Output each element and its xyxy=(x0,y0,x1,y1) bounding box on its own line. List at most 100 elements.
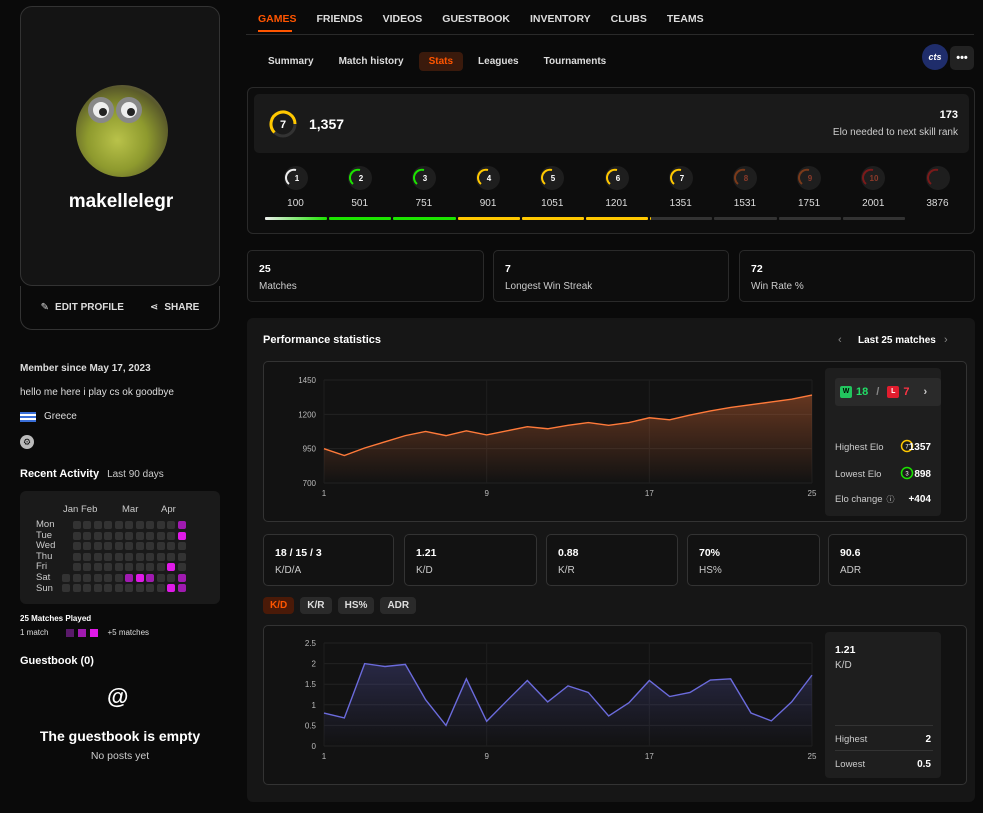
avatar[interactable] xyxy=(76,85,168,177)
data-point[interactable] xyxy=(363,662,367,666)
heatmap-cell[interactable] xyxy=(114,584,123,592)
heatmap-cell[interactable] xyxy=(167,563,175,571)
tab-inventory[interactable]: INVENTORY xyxy=(529,13,591,25)
heatmap-cell[interactable] xyxy=(177,584,186,592)
heatmap-cell[interactable] xyxy=(146,531,154,540)
heatmap-cell[interactable] xyxy=(104,542,112,550)
heatmap-cell[interactable] xyxy=(167,531,175,540)
data-point[interactable] xyxy=(505,699,509,703)
heatmap-cell[interactable] xyxy=(135,531,144,540)
heatmap-cell[interactable] xyxy=(93,542,102,550)
data-point[interactable] xyxy=(383,440,387,444)
heatmap-cell[interactable] xyxy=(167,573,175,582)
data-point[interactable] xyxy=(566,684,570,688)
heatmap-cell[interactable] xyxy=(146,542,154,550)
heatmap-cell[interactable] xyxy=(104,552,112,561)
data-point[interactable] xyxy=(729,677,733,681)
info-icon[interactable]: ⓘ xyxy=(886,495,895,504)
share-button[interactable]: ⋖ SHARE xyxy=(149,302,200,313)
data-point[interactable] xyxy=(525,678,529,682)
heatmap-cell[interactable] xyxy=(135,563,144,571)
data-point[interactable] xyxy=(688,690,692,694)
heatmap-cell[interactable] xyxy=(156,542,165,550)
heatmap-cell[interactable] xyxy=(104,521,112,529)
data-point[interactable] xyxy=(708,678,712,682)
heatmap-cell[interactable] xyxy=(104,584,112,592)
heatmap-cell[interactable] xyxy=(146,563,154,571)
heatmap-cell[interactable] xyxy=(167,552,175,561)
heatmap-cell[interactable] xyxy=(114,552,123,561)
heatmap-cell[interactable] xyxy=(146,584,154,592)
heatmap-cell[interactable] xyxy=(62,584,70,592)
data-point[interactable] xyxy=(586,690,590,694)
subtab-stats[interactable]: Stats xyxy=(418,52,464,71)
tab-friends[interactable]: FRIENDS xyxy=(316,13,363,25)
heatmap-cell[interactable] xyxy=(135,521,144,529)
data-point[interactable] xyxy=(424,430,428,434)
data-point[interactable] xyxy=(383,664,387,668)
heatmap-cell[interactable] xyxy=(125,563,133,571)
data-point[interactable] xyxy=(444,723,448,727)
data-point[interactable] xyxy=(769,400,773,404)
game-cts-badge[interactable]: cts xyxy=(922,44,948,70)
data-point[interactable] xyxy=(749,403,753,407)
data-point[interactable] xyxy=(546,700,550,704)
heatmap-cell[interactable] xyxy=(114,573,123,582)
heatmap-cell[interactable] xyxy=(62,573,70,582)
heatmap-cell[interactable] xyxy=(72,552,81,561)
data-point[interactable] xyxy=(607,714,611,718)
heatmap-cell[interactable] xyxy=(135,552,144,561)
heatmap-cell[interactable] xyxy=(114,542,123,550)
tab-guestbook[interactable]: GUESTBOOK xyxy=(442,13,510,25)
data-point[interactable] xyxy=(322,447,326,451)
data-point[interactable] xyxy=(342,716,346,720)
subtab-match-history[interactable]: Match history xyxy=(338,56,404,67)
heatmap-cell[interactable] xyxy=(135,584,144,592)
metric-tab-adr[interactable]: ADR xyxy=(380,597,417,614)
data-point[interactable] xyxy=(424,698,428,702)
data-point[interactable] xyxy=(403,662,407,666)
next-range-button[interactable]: › xyxy=(944,334,948,346)
heatmap-cell[interactable] xyxy=(83,563,91,571)
heatmap-cell[interactable] xyxy=(93,573,102,582)
heatmap-cell[interactable] xyxy=(146,521,154,529)
data-point[interactable] xyxy=(688,413,692,417)
data-point[interactable] xyxy=(586,421,590,425)
heatmap-cell[interactable] xyxy=(125,584,133,592)
tab-games[interactable]: GAMES xyxy=(258,13,297,25)
heatmap-cell[interactable] xyxy=(72,521,81,529)
heatmap-cell[interactable] xyxy=(125,521,133,529)
heatmap-cell[interactable] xyxy=(177,552,186,561)
heatmap-cell[interactable] xyxy=(156,573,165,582)
heatmap-cell[interactable] xyxy=(125,552,133,561)
heatmap-cell[interactable] xyxy=(93,552,102,561)
data-point[interactable] xyxy=(464,677,468,681)
heatmap-cell[interactable] xyxy=(104,563,112,571)
tab-videos[interactable]: VIDEOS xyxy=(382,13,423,25)
data-point[interactable] xyxy=(810,393,814,397)
heatmap-cell[interactable] xyxy=(135,542,144,550)
heatmap-cell[interactable] xyxy=(125,542,133,550)
data-point[interactable] xyxy=(607,423,611,427)
heatmap-cell[interactable] xyxy=(114,563,123,571)
data-point[interactable] xyxy=(790,700,794,704)
data-point[interactable] xyxy=(627,421,631,425)
heatmap-cell[interactable] xyxy=(72,531,81,540)
data-point[interactable] xyxy=(749,711,753,715)
data-point[interactable] xyxy=(708,409,712,413)
more-options-button[interactable]: ••• xyxy=(950,46,974,70)
data-point[interactable] xyxy=(647,678,651,682)
heatmap-cell[interactable] xyxy=(156,584,165,592)
data-point[interactable] xyxy=(566,423,570,427)
data-point[interactable] xyxy=(627,701,631,705)
data-point[interactable] xyxy=(363,446,367,450)
data-point[interactable] xyxy=(322,711,326,715)
series-line[interactable] xyxy=(323,662,813,727)
heatmap-cell[interactable] xyxy=(177,563,186,571)
heatmap-cell[interactable] xyxy=(177,521,186,529)
heatmap-cell[interactable] xyxy=(104,573,112,582)
subtab-leagues[interactable]: Leagues xyxy=(478,56,519,67)
heatmap-cell[interactable] xyxy=(156,521,165,529)
heatmap-cell[interactable] xyxy=(125,531,133,540)
edit-profile-button[interactable]: ✎ EDIT PROFILE xyxy=(40,302,124,313)
